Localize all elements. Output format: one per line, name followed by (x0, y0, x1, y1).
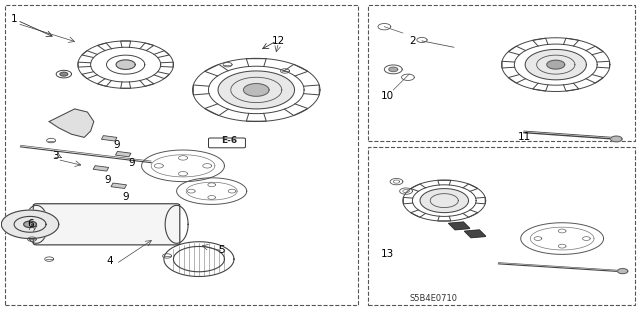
Text: 10: 10 (381, 91, 394, 101)
Text: 13: 13 (381, 249, 394, 259)
Text: 3: 3 (52, 151, 59, 161)
Text: 9: 9 (129, 158, 136, 168)
Polygon shape (49, 109, 94, 137)
Polygon shape (611, 136, 622, 142)
Polygon shape (547, 60, 564, 69)
Bar (93, 166, 109, 171)
Text: 2: 2 (409, 36, 416, 46)
Polygon shape (1, 210, 59, 239)
FancyBboxPatch shape (33, 204, 180, 245)
Text: 4: 4 (106, 256, 113, 266)
Bar (111, 183, 127, 189)
Polygon shape (116, 60, 135, 69)
Polygon shape (420, 189, 468, 213)
Text: 5: 5 (218, 245, 225, 255)
Text: 12: 12 (272, 36, 285, 46)
Text: 6: 6 (27, 219, 33, 229)
Polygon shape (525, 49, 586, 80)
Polygon shape (389, 67, 397, 71)
Text: 11: 11 (518, 132, 531, 142)
Polygon shape (618, 269, 628, 274)
Text: 9: 9 (113, 140, 120, 150)
FancyBboxPatch shape (209, 138, 246, 148)
Polygon shape (465, 230, 486, 238)
Polygon shape (244, 84, 269, 96)
Text: 1: 1 (11, 14, 17, 24)
Text: E-6: E-6 (221, 136, 237, 145)
Polygon shape (24, 221, 36, 227)
Bar (4, 4, 358, 305)
Polygon shape (449, 222, 470, 230)
Bar (115, 152, 131, 157)
Bar (368, 147, 636, 305)
Polygon shape (60, 72, 68, 76)
Text: 9: 9 (122, 192, 129, 203)
Bar (101, 136, 117, 141)
Text: 9: 9 (104, 175, 111, 185)
Text: S5B4E0710: S5B4E0710 (409, 294, 457, 303)
Polygon shape (218, 71, 294, 109)
Bar (368, 4, 636, 141)
